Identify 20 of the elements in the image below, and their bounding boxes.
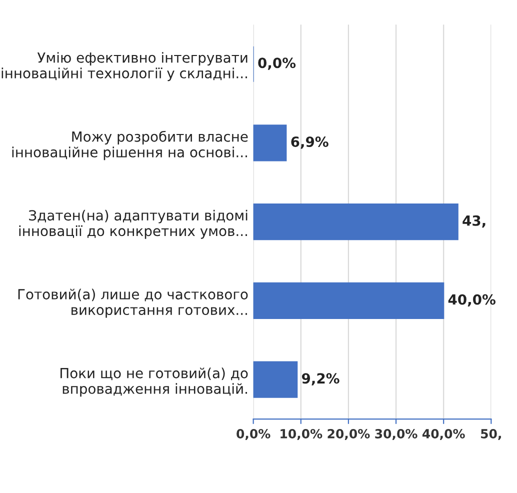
- y-tick-label: Умію ефективно інтегрувати інноваційні технології у складні...: [2, 52, 248, 82]
- y-tick-label: Здатен(на) адаптувати відомі інновації до конкретних умов...: [19, 210, 248, 239]
- x-tick-label: 40,0%: [422, 428, 465, 440]
- y-tick-label: Можу розробити власне інноваційне рішення на основі...: [12, 130, 248, 160]
- data-label: 6,9%: [291, 136, 328, 149]
- x-tick-label: 30,0%: [375, 428, 418, 440]
- data-label: 0,0%: [258, 58, 296, 70]
- data-label: 43,: [462, 215, 486, 228]
- y-tick-label: Готовий(а) лише до часткового використання готових...: [18, 288, 248, 318]
- bar: [253, 282, 444, 320]
- data-label: 40,0%: [448, 294, 496, 307]
- x-tick-label: 0,0%: [236, 428, 270, 440]
- data-label: 9,2%: [302, 373, 340, 386]
- x-tick-label: 10,0%: [280, 428, 322, 440]
- bar: [253, 204, 458, 240]
- y-tick-label: Поки що не готовий(а) до впровадження інновацій.: [60, 368, 248, 397]
- bar: [253, 361, 298, 398]
- bar: [253, 124, 287, 162]
- x-tick-label: 20,0%: [328, 428, 370, 440]
- x-tick-label: 50,: [481, 428, 501, 440]
